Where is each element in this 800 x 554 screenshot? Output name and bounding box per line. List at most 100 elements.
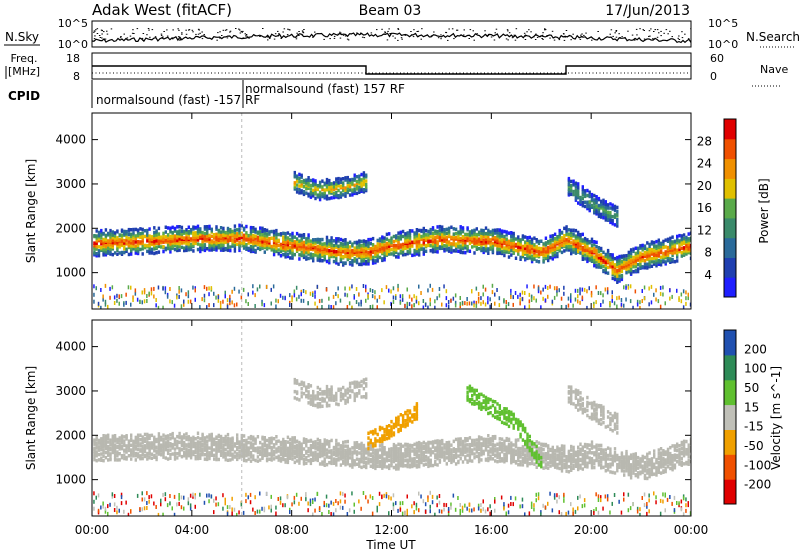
velocity-cell xyxy=(143,497,146,502)
velocity-cell xyxy=(215,441,218,445)
velocity-cell xyxy=(148,433,151,438)
power-cell xyxy=(208,237,211,241)
power-cell xyxy=(254,304,256,308)
velocity-cell xyxy=(312,444,315,449)
velocity-cell xyxy=(169,448,172,452)
power-cell xyxy=(282,252,285,257)
power-cell xyxy=(265,284,268,289)
power-cell xyxy=(302,289,305,293)
power-cell xyxy=(521,252,525,256)
power-cell xyxy=(348,245,352,249)
power-cell xyxy=(335,292,337,296)
power-cell xyxy=(348,188,352,192)
velocity-cell xyxy=(284,453,287,457)
velocity-cell xyxy=(360,446,363,451)
power-cell xyxy=(100,288,102,292)
nsearch-dot xyxy=(551,30,554,32)
power-cell xyxy=(143,234,147,239)
power-cell xyxy=(332,243,336,248)
velocity-cell xyxy=(203,436,207,440)
power-cell xyxy=(468,233,472,237)
velocity-cell xyxy=(282,444,285,449)
power-cell xyxy=(263,250,266,254)
power-cell xyxy=(595,209,598,213)
power-cell xyxy=(312,178,315,182)
power-cell xyxy=(97,230,101,235)
velocity-cell xyxy=(166,443,170,447)
power-cell xyxy=(371,289,374,293)
power-cell xyxy=(623,262,626,266)
power-cell xyxy=(507,249,511,254)
power-cell xyxy=(275,304,277,309)
nsearch-dot xyxy=(445,31,447,33)
power-cell xyxy=(570,248,573,252)
velocity-cell xyxy=(307,401,310,405)
velocity-cell xyxy=(298,398,301,402)
nsearch-dot xyxy=(384,32,387,34)
power-cell xyxy=(600,261,603,265)
power-cell xyxy=(535,238,538,242)
power-cell xyxy=(388,244,391,248)
power-cell xyxy=(284,240,287,244)
power-cell xyxy=(650,300,653,305)
power-cell xyxy=(388,252,391,256)
power-cell xyxy=(102,251,105,256)
power-cell xyxy=(102,231,105,236)
power-cell xyxy=(556,237,559,241)
power-cell xyxy=(176,295,178,300)
power-cell xyxy=(657,262,660,266)
velocity-cell xyxy=(351,465,354,469)
power-cell xyxy=(268,232,271,236)
nsearch-dot xyxy=(413,29,415,31)
power-cell xyxy=(567,236,571,240)
velocity-cell xyxy=(346,512,349,516)
power-cell xyxy=(583,236,587,241)
velocity-cell xyxy=(150,433,154,438)
power-cell xyxy=(136,228,140,232)
power-cell xyxy=(309,246,313,250)
power-cell xyxy=(360,172,363,177)
power-cell xyxy=(646,262,649,266)
power-cell xyxy=(203,293,206,298)
power-cell xyxy=(544,255,548,259)
nsearch-dot xyxy=(188,29,190,31)
nsearch-dot xyxy=(469,29,472,31)
velocity-cell xyxy=(192,452,195,457)
velocity-cell xyxy=(282,450,285,455)
power-cell xyxy=(593,263,596,268)
power-cell xyxy=(535,245,538,249)
power-cell xyxy=(318,183,322,187)
power-cell xyxy=(553,232,557,237)
power-cell xyxy=(312,247,315,252)
nsearch-dot xyxy=(508,32,511,34)
velocity-cell xyxy=(199,447,202,451)
power-cell xyxy=(441,245,444,249)
velocity-cell xyxy=(116,454,119,458)
nsearch-dot xyxy=(129,35,132,37)
power-cell xyxy=(176,246,179,250)
power-cell xyxy=(307,178,310,182)
velocity-cell xyxy=(360,443,363,448)
power-cell xyxy=(653,240,656,245)
power-cell xyxy=(510,245,513,249)
velocity-cell xyxy=(351,389,354,393)
power-cell xyxy=(194,241,197,246)
power-cell xyxy=(157,285,160,290)
nsearch-dot xyxy=(563,33,565,35)
power-cell xyxy=(530,295,533,300)
beam-title: Beam 03 xyxy=(359,3,422,19)
power-cell xyxy=(537,260,541,264)
power-cell xyxy=(362,174,366,178)
power-cell xyxy=(454,242,458,246)
velocity-cell xyxy=(123,435,126,439)
velocity-cell xyxy=(146,501,148,505)
velocity-cell xyxy=(169,456,172,460)
power-cell xyxy=(560,236,564,240)
power-cell xyxy=(489,232,492,236)
power-cell xyxy=(256,287,259,292)
velocity-cell xyxy=(265,438,269,443)
velocity-cell xyxy=(210,494,213,499)
nsearch-dot xyxy=(495,28,498,30)
velocity-cell xyxy=(335,398,338,402)
power-cell xyxy=(563,236,566,241)
